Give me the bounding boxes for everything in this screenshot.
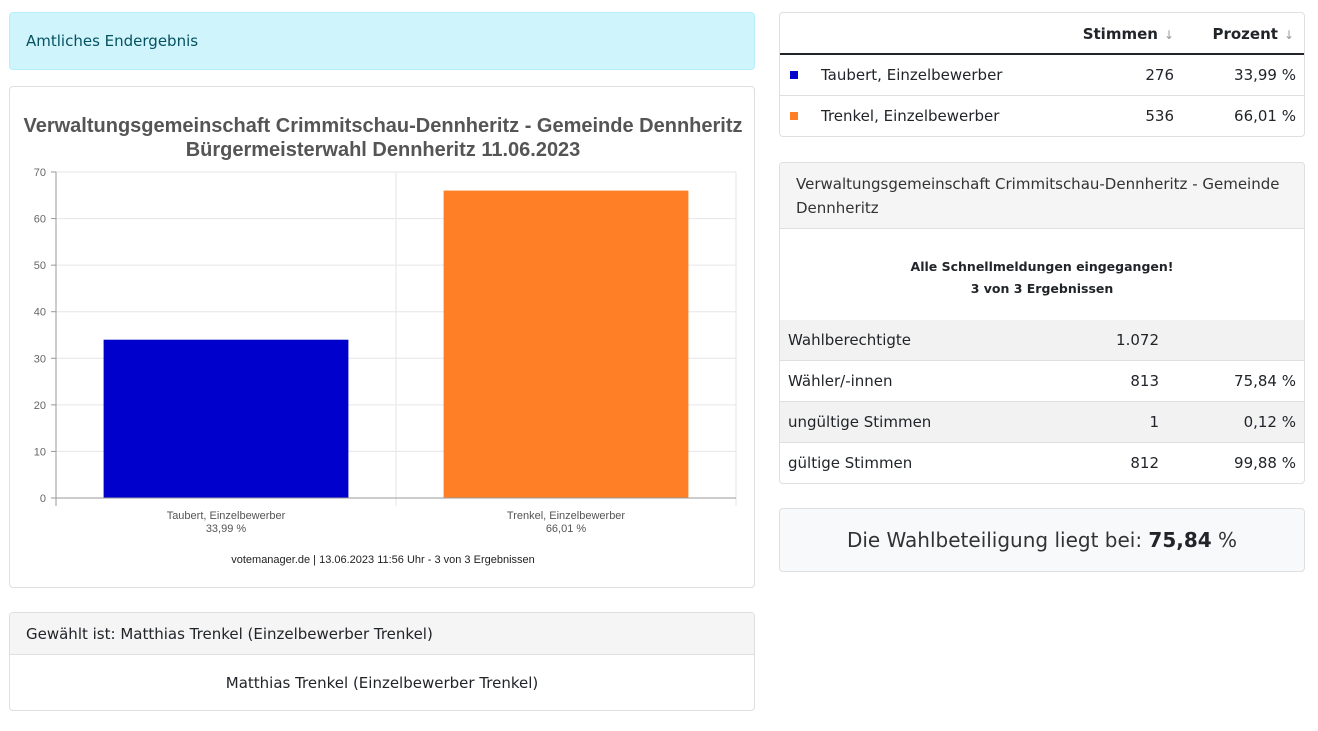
turnout-card: Die Wahlbeteiligung liegt bei: 75,84 % [779,508,1305,572]
sort-down-icon: ↓ [1283,28,1294,42]
results-table: Stimmen ↓ Prozent ↓ Taubert, Einzelbewerbe… [779,12,1305,137]
bar-trenkel [443,190,689,498]
turnout-value: 75,84 [1148,528,1212,552]
sort-stimmen-header[interactable]: Stimmen ↓ [1083,25,1174,43]
candidate-color-swatch [790,112,798,120]
stats-value: 812 [1130,454,1159,472]
y-tick-label: 40 [34,307,46,319]
sort-prozent-header[interactable]: Prozent ↓ [1212,25,1294,43]
y-tick-label: 70 [34,167,46,179]
candidate-votes: 536 [1145,107,1174,125]
status-alert: Amtliches Endergebnis [9,12,755,70]
stimmen-header-label: Stimmen [1082,25,1158,43]
stats-label: gültige Stimmen [788,454,913,472]
candidate-votes: 276 [1145,66,1174,84]
candidate-name: Taubert, Einzelbewerber [821,66,1003,84]
candidate-name: Trenkel, Einzelbewerber [821,107,1000,125]
x-tick-label: Taubert, Einzelbewerber [167,510,286,522]
y-tick-label: 10 [34,446,46,458]
result-bar-chart: Verwaltungsgemeinschaft Crimmitschau-Den… [23,115,742,566]
stats-row-wahlberechtigte: Wahlberechtigte 1.072 [780,320,1304,361]
candidate-color-swatch [790,71,798,79]
stats-value: 813 [1130,372,1159,390]
stats-label: Wähler/-innen [788,372,893,390]
sort-down-icon: ↓ [1163,28,1174,42]
stats-value: 1 [1149,413,1159,431]
elected-card: Gewählt ist: Matthias Trenkel (Einzelbew… [9,612,755,711]
reporting-status-line1: Alle Schnellmeldungen eingegangen! [910,259,1174,274]
y-tick-label: 20 [34,400,46,412]
stats-label: Wahlberechtigte [788,331,911,349]
reporting-status: Alle Schnellmeldungen eingegangen! 3 von… [780,229,1304,320]
y-tick-label: 30 [34,353,46,365]
statistics-card: Verwaltungsgemeinschaft Crimmitschau-Den… [779,162,1305,484]
turnout-prefix: Die Wahlbeteiligung liegt bei: [846,528,1149,552]
reporting-status-line2: 3 von 3 Ergebnissen [970,281,1114,296]
stats-label: ungültige Stimmen [788,413,932,431]
stats-percent: 99,88 % [1234,454,1296,472]
y-tick-label: 60 [34,214,46,226]
elected-name: Matthias Trenkel (Einzelbewerber Trenkel… [225,674,539,692]
x-tick-percent-label: 66,01 % [546,523,587,535]
prozent-header-label: Prozent [1212,25,1278,43]
chart-footer: votemanager.de | 13.06.2023 11:56 Uhr - … [231,554,535,566]
y-tick-label: 0 [40,493,46,505]
y-tick-label: 50 [34,260,46,272]
results-table-header: Stimmen ↓ Prozent ↓ [780,13,1304,55]
chart-subtitle: Bürgermeisterwahl Dennheritz 11.06.2023 [186,139,581,161]
stats-value: 1.072 [1116,331,1159,349]
stats-row-gueltige: gültige Stimmen 812 99,88 % [780,443,1304,483]
stats-percent: 0,12 % [1243,413,1296,431]
candidate-percent: 66,01 % [1234,107,1296,125]
alert-text: Amtliches Endergebnis [26,32,199,50]
statistics-header: Verwaltungsgemeinschaft Crimmitschau-Den… [780,163,1304,229]
stats-percent: 75,84 % [1234,372,1296,390]
stats-row-ungueltige: ungültige Stimmen 1 0,12 % [780,402,1304,443]
chart-title: Verwaltungsgemeinschaft Crimmitschau-Den… [23,115,742,137]
x-tick-percent-label: 33,99 % [206,523,247,535]
x-tick-label: Trenkel, Einzelbewerber [507,510,626,522]
stats-row-waehler: Wähler/-innen 813 75,84 % [780,361,1304,402]
table-row: Taubert, Einzelbewerber 276 33,99 % [780,55,1304,96]
turnout-suffix: % [1211,528,1238,552]
candidate-percent: 33,99 % [1234,66,1296,84]
table-row: Trenkel, Einzelbewerber 536 66,01 % [780,96,1304,136]
chart-card: Verwaltungsgemeinschaft Crimmitschau-Den… [9,86,755,588]
bar-taubert [103,339,349,498]
elected-header: Gewählt ist: Matthias Trenkel (Einzelbew… [10,613,754,655]
